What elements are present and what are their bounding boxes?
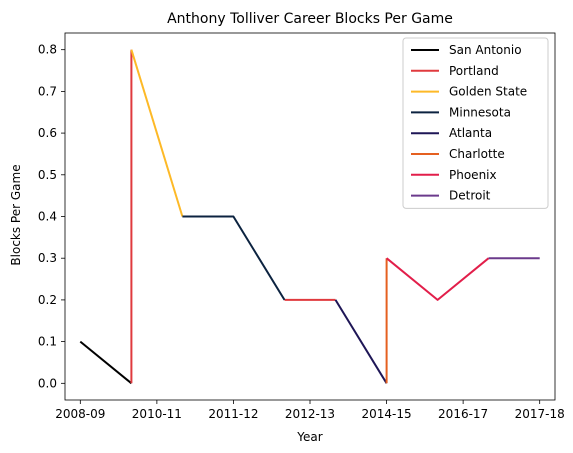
y-tick-label: 0.8 [38, 43, 57, 57]
series-line-atlanta [334, 299, 388, 384]
x-tick-label: 2012-13 [285, 407, 335, 421]
legend-box [402, 37, 549, 209]
x-axis-label: Year [296, 430, 322, 444]
legend-entry: Minnesota [449, 105, 511, 119]
x-tick-label: 2010-11 [132, 407, 182, 421]
series-line-san-antonio [79, 340, 133, 385]
x-tick-label: 2011-12 [208, 407, 258, 421]
legend-entry: Atlanta [449, 126, 492, 140]
y-tick-label: 0.2 [38, 293, 57, 307]
y-tick-label: 0.1 [38, 335, 57, 349]
y-tick-label: 0.3 [38, 251, 57, 265]
legend-entry: San Antonio [449, 43, 522, 57]
legend: San Antonio Portland Golden State Minnesota… [402, 37, 549, 209]
series-line-phoenix [385, 257, 490, 301]
y-tick-label: 0.4 [38, 210, 57, 224]
y-tick-label: 0.0 [38, 376, 57, 390]
legend-entry: Charlotte [449, 147, 505, 161]
legend-entry: Detroit [449, 189, 491, 203]
y-tick-label: 0.7 [38, 84, 57, 98]
x-tick-label: 2014-15 [361, 407, 411, 421]
y-tick-label: 0.5 [38, 168, 57, 182]
series-line-golden-state [130, 49, 184, 217]
legend-entry: Phoenix [449, 168, 497, 182]
y-tick-label: 0.6 [38, 126, 57, 140]
series-line-minnesota [182, 215, 286, 301]
x-tick-label: 2016-17 [438, 407, 488, 421]
x-tick-label: 2017-18 [515, 407, 565, 421]
legend-entry: Portland [449, 64, 499, 78]
plot-area: 0.0 0.1 0.2 0.3 0.4 0.5 0.6 0.7 0.8 2008-09 2010-1… [38, 32, 565, 421]
x-tick-label: 2008-09 [55, 407, 105, 421]
legend-entry: Golden State [449, 85, 527, 99]
y-axis-label: Blocks Per Game [9, 164, 23, 265]
chart-title: Anthony Tolliver Career Blocks Per Game [167, 11, 453, 27]
